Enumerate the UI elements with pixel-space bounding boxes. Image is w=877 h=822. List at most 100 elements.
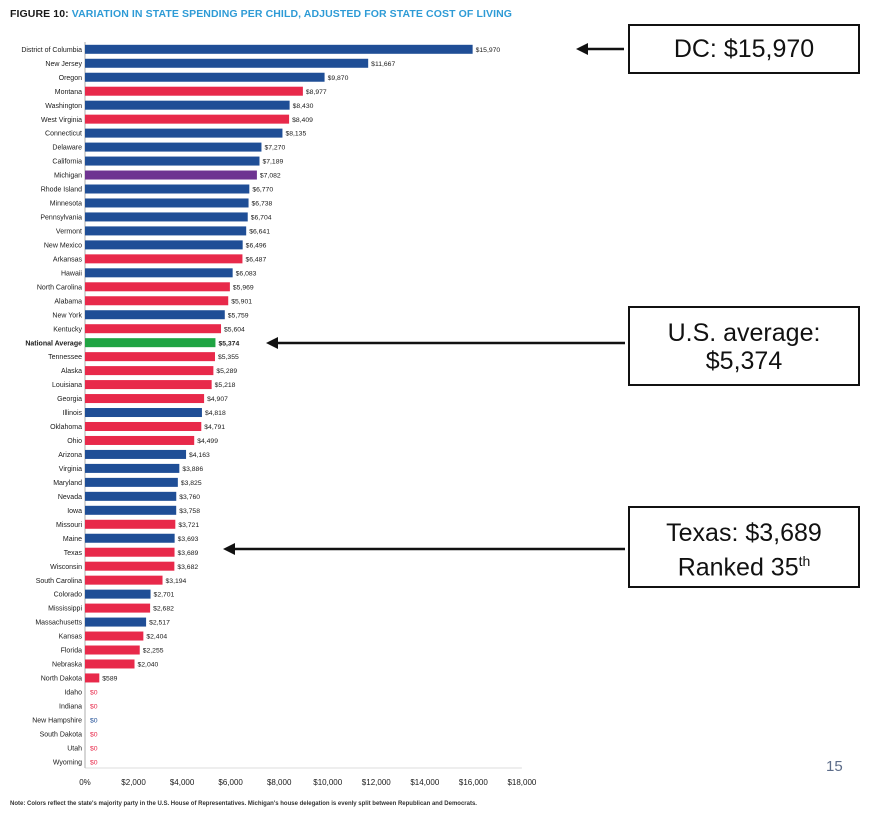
data-label: $5,374 xyxy=(218,340,239,347)
data-label: $7,270 xyxy=(264,145,285,152)
callout-us-average: U.S. average: $5,374 xyxy=(628,306,860,386)
bar xyxy=(85,128,283,138)
category-label: Indiana xyxy=(59,703,82,710)
bar xyxy=(85,254,243,264)
category-label: Louisiana xyxy=(52,382,82,389)
data-label: $5,969 xyxy=(233,284,254,291)
category-label: Ohio xyxy=(67,438,82,445)
bar xyxy=(85,645,140,655)
category-label: Washington xyxy=(45,103,82,110)
category-label: South Dakota xyxy=(40,731,83,738)
x-tick-label: $2,000 xyxy=(121,778,146,787)
category-label: Hawaii xyxy=(61,270,82,277)
category-label: North Dakota xyxy=(41,676,82,683)
data-label: $2,517 xyxy=(149,620,170,627)
bar xyxy=(85,226,247,236)
data-label: $9,870 xyxy=(328,75,349,82)
bar xyxy=(85,589,151,599)
category-label: Oregon xyxy=(59,75,82,82)
category-label: Colorado xyxy=(54,592,83,599)
category-label: North Carolina xyxy=(37,284,82,291)
figure-note: Note: Colors reflect the state's majorit… xyxy=(10,801,477,807)
data-label: $2,255 xyxy=(143,648,164,655)
bar xyxy=(85,338,216,348)
bar xyxy=(85,631,144,641)
category-label: Mississippi xyxy=(48,606,82,613)
data-label: $5,759 xyxy=(228,312,249,319)
category-label: Iowa xyxy=(67,508,82,515)
data-label: $6,704 xyxy=(251,215,272,222)
data-label: $4,818 xyxy=(205,410,226,417)
data-label: $0 xyxy=(90,759,98,766)
data-label: $3,886 xyxy=(182,466,203,473)
data-label: $8,430 xyxy=(293,103,314,110)
category-label: Texas xyxy=(64,550,83,557)
category-label: Missouri xyxy=(56,522,83,529)
bar xyxy=(85,352,215,362)
bar xyxy=(85,547,175,557)
callout-us-average-line2: $5,374 xyxy=(705,347,783,375)
x-tick-label: $16,000 xyxy=(459,778,488,787)
data-label: $0 xyxy=(90,717,98,724)
bar xyxy=(85,561,175,571)
category-label: Illinois xyxy=(63,410,83,417)
bar xyxy=(85,366,214,376)
data-label: $3,825 xyxy=(181,480,202,487)
data-label: $4,907 xyxy=(207,396,228,403)
category-label: Idaho xyxy=(64,690,82,697)
bar xyxy=(85,86,303,96)
category-label: District of Columbia xyxy=(21,47,82,54)
category-label: New Mexico xyxy=(44,242,82,249)
bar xyxy=(85,240,243,250)
data-label: $7,082 xyxy=(260,173,281,180)
category-label: New Hampshire xyxy=(32,717,82,724)
data-label: $3,760 xyxy=(179,494,200,501)
data-label: $3,693 xyxy=(178,536,199,543)
bar xyxy=(85,491,177,501)
category-label: Alabama xyxy=(54,298,82,305)
figure-title-text: VARIATION IN STATE SPENDING PER CHILD, A… xyxy=(71,8,513,20)
data-label: $6,083 xyxy=(236,270,257,277)
bar xyxy=(85,421,202,431)
figure-title-lead: FIGURE 10: xyxy=(10,8,69,20)
x-tick-label: $14,000 xyxy=(410,778,439,787)
bar xyxy=(85,198,249,208)
bar xyxy=(85,617,147,627)
category-label: Nebraska xyxy=(52,662,82,669)
x-tick-label: $4,000 xyxy=(170,778,195,787)
data-label: $4,163 xyxy=(189,452,210,459)
category-label: Massachusetts xyxy=(35,620,82,627)
category-label: Rhode Island xyxy=(41,187,82,194)
data-label: $6,770 xyxy=(252,187,273,194)
category-label: Kentucky xyxy=(53,326,82,333)
bar xyxy=(85,170,257,180)
bar xyxy=(85,505,177,515)
category-label: Oklahoma xyxy=(50,424,82,431)
category-label: Nevada xyxy=(58,494,82,501)
category-label: New York xyxy=(52,312,82,319)
category-label: West Virginia xyxy=(41,117,82,124)
data-label: $15,970 xyxy=(476,47,501,54)
category-label: New Jersey xyxy=(45,61,82,68)
data-label: $6,738 xyxy=(252,201,273,208)
category-label: Wyoming xyxy=(53,759,82,766)
data-label: $3,682 xyxy=(177,564,198,571)
bar xyxy=(85,184,250,194)
callout-dc-text: DC: $15,970 xyxy=(673,35,815,63)
data-label: $8,409 xyxy=(292,117,313,124)
data-label: $2,404 xyxy=(146,634,167,641)
category-label: National Average xyxy=(25,340,82,347)
data-label: $8,135 xyxy=(285,131,306,138)
category-label: Florida xyxy=(61,648,83,655)
data-label: $6,496 xyxy=(246,242,267,249)
bar xyxy=(85,72,325,82)
category-label: California xyxy=(52,159,82,166)
bar xyxy=(85,673,100,683)
data-label: $2,682 xyxy=(153,606,174,613)
bar xyxy=(85,519,176,529)
bar xyxy=(85,435,195,445)
data-label: $0 xyxy=(90,703,98,710)
bar xyxy=(85,282,230,292)
category-label: Connecticut xyxy=(45,131,82,138)
